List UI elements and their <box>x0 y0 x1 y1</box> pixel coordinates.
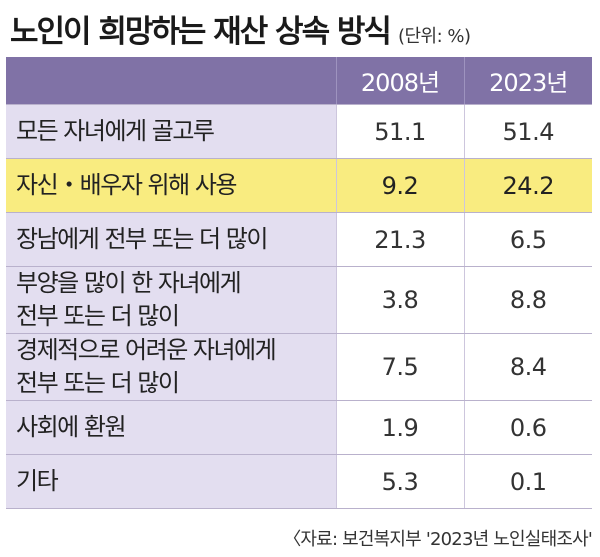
row-label: 사회에 환원 <box>6 400 336 455</box>
row-label-line: 부양을 많이 한 자녀에게 <box>16 269 242 297</box>
value-2008: 21.3 <box>335 212 464 267</box>
chart-title: 노인이 희망하는 재산 상속 방식 <box>10 14 392 50</box>
row-label: 부양을 많이 한 자녀에게 전부 또는 더 많이 <box>6 266 336 334</box>
value-2023: 0.6 <box>463 400 592 455</box>
value-2023: 6.5 <box>463 212 592 267</box>
value-2008: 51.1 <box>335 104 464 159</box>
table-row: 모든 자녀에게 골고루 51.1 51.4 <box>6 104 592 159</box>
column-header-2008: 2008년 <box>335 57 464 105</box>
unit-label: (단위: %) <box>397 26 471 47</box>
table-row: 장남에게 전부 또는 더 많이 21.3 6.5 <box>6 212 592 267</box>
table-row: 기타 5.3 0.1 <box>6 454 592 509</box>
row-label-line: 경제적으로 어려운 자녀에게 <box>16 336 277 364</box>
row-label: 경제적으로 어려운 자녀에게 전부 또는 더 많이 <box>6 333 336 401</box>
value-2008: 9.2 <box>335 158 464 213</box>
value-2023: 8.8 <box>463 266 592 334</box>
value-2023: 8.4 <box>463 333 592 401</box>
inheritance-table: 2008년 2023년 모든 자녀에게 골고루 51.1 51.4 자신・배우자… <box>6 57 592 509</box>
value-2008: 7.5 <box>335 333 464 401</box>
header-row: 2008년 2023년 <box>6 57 592 105</box>
column-header-2023: 2023년 <box>463 57 592 105</box>
header-blank-cell <box>6 57 336 105</box>
table-row: 경제적으로 어려운 자녀에게 전부 또는 더 많이 7.5 8.4 <box>6 333 592 401</box>
value-2008: 5.3 <box>335 454 464 509</box>
row-label-line: 전부 또는 더 많이 <box>16 302 180 330</box>
row-label-line: 전부 또는 더 많이 <box>16 369 180 397</box>
table-row: 사회에 환원 1.9 0.6 <box>6 400 592 455</box>
table-row-highlighted: 자신・배우자 위해 사용 9.2 24.2 <box>6 158 592 213</box>
row-label: 장남에게 전부 또는 더 많이 <box>6 212 336 267</box>
row-label: 기타 <box>6 454 336 509</box>
table-row: 부양을 많이 한 자녀에게 전부 또는 더 많이 3.8 8.8 <box>6 266 592 334</box>
row-label: 모든 자녀에게 골고루 <box>6 104 336 159</box>
value-2023: 51.4 <box>463 104 592 159</box>
value-2023: 24.2 <box>463 158 592 213</box>
value-2008: 1.9 <box>335 400 464 455</box>
source-note: 〈자료: 보건복지부 '2023년 노인실태조사' <box>283 529 593 550</box>
value-2023: 0.1 <box>463 454 592 509</box>
value-2008: 3.8 <box>335 266 464 334</box>
title-row: 노인이 희망하는 재산 상속 방식 (단위: %) <box>10 6 471 52</box>
row-label: 자신・배우자 위해 사용 <box>6 158 336 213</box>
